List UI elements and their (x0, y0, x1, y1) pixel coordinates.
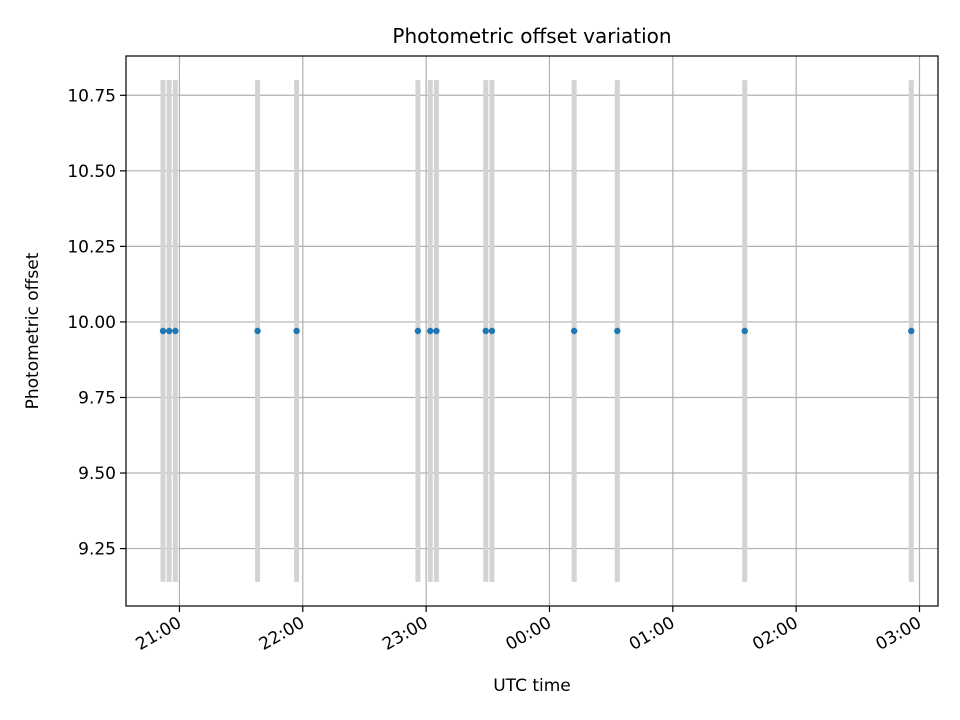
data-point (482, 327, 489, 335)
y-axis-label: Photometric offset (23, 252, 43, 409)
x-axis: 21:00 22:00 23:00 00:00 01:00 02:00 03:00 (133, 606, 925, 655)
y-tick-label: 10.25 (67, 237, 116, 257)
error-bars (160, 80, 914, 582)
data-point (159, 327, 167, 335)
x-tick-label: 00:00 (503, 613, 555, 655)
x-tick-label: 23:00 (379, 613, 431, 655)
y-tick-label: 9.50 (78, 464, 116, 484)
x-tick-label: 01:00 (626, 613, 678, 655)
chart-title: Photometric offset variation (392, 24, 671, 48)
data-point (293, 327, 300, 335)
data-point (172, 327, 179, 335)
data-point (254, 327, 261, 335)
y-tick-label: 10.75 (67, 86, 116, 106)
data-point (741, 327, 748, 335)
x-tick-label: 21:00 (133, 613, 185, 655)
x-tick-label: 02:00 (749, 613, 801, 655)
y-tick-label: 10.00 (67, 313, 116, 333)
data-point (165, 327, 173, 335)
data-point (614, 327, 621, 335)
y-tick-label: 9.75 (78, 388, 116, 408)
data-points (159, 327, 915, 335)
x-axis-label: UTC time (493, 676, 571, 696)
data-point (570, 327, 578, 335)
data-point (908, 327, 915, 335)
y-tick-label: 10.50 (67, 162, 116, 182)
data-point (488, 327, 496, 335)
data-point (427, 327, 434, 335)
x-tick-label: 22:00 (256, 613, 308, 655)
grid (126, 56, 938, 606)
data-point (414, 327, 422, 335)
x-tick-label: 03:00 (873, 613, 925, 655)
data-point (433, 327, 440, 335)
y-axis: 9.25 9.50 9.75 10.00 10.25 10.50 10.75 (67, 86, 126, 560)
plot-frame (125, 55, 939, 607)
y-tick-label: 9.25 (78, 540, 116, 560)
